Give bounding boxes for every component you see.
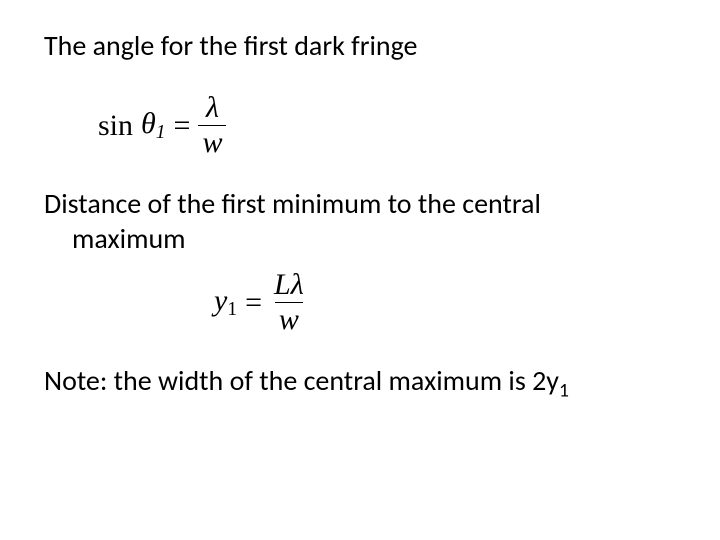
formula-y1: y1 = Lλ w	[214, 270, 308, 335]
numerator-Llambda: Lλ	[270, 270, 308, 302]
y-var: y	[214, 284, 227, 317]
denominator-w2: w	[275, 302, 303, 335]
note-sub: 1	[559, 379, 569, 403]
num-lambda: λ	[291, 268, 304, 301]
note-prefix: Note: the width of the central maximum i…	[44, 363, 559, 398]
theta-sub: 1	[156, 122, 166, 143]
heading-distance-line2: maximum	[72, 221, 676, 256]
denominator-w: w	[198, 125, 226, 158]
sin-text: sin	[98, 109, 133, 143]
num-L: L	[274, 268, 291, 301]
slide-content: The angle for the first dark fringe sin …	[0, 0, 720, 451]
theta-symbol: θ1	[141, 107, 166, 144]
theta: θ	[141, 107, 156, 140]
fraction-Llambda-w: Lλ w	[270, 270, 308, 335]
heading-angle: The angle for the first dark fringe	[44, 28, 676, 63]
heading-distance-line1: Distance of the first minimum to the cen…	[44, 186, 676, 221]
equals-2: =	[245, 286, 262, 320]
y-sub: 1	[227, 299, 237, 320]
y1-lhs: y1	[214, 284, 237, 321]
numerator-lambda: λ	[202, 93, 223, 125]
fraction-lambda-w: λ w	[198, 93, 226, 158]
formula-sin-theta: sin θ1 = λ w	[98, 93, 226, 158]
note-line: Note: the width of the central maximum i…	[44, 363, 676, 403]
equals-1: =	[174, 109, 191, 143]
